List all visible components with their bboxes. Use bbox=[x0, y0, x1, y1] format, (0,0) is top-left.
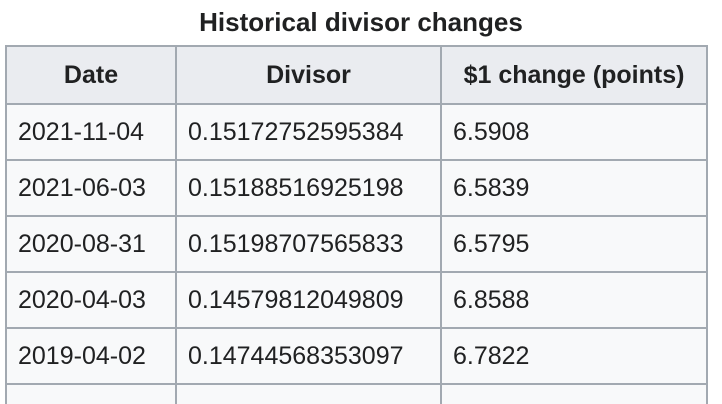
table-row: 2020-08-31 0.15198707565833 6.5795 bbox=[5, 215, 708, 273]
cell-empty bbox=[440, 383, 708, 404]
cell-divisor: 0.14744568353097 bbox=[175, 327, 442, 385]
table-row: 2021-11-04 0.15172752595384 6.5908 bbox=[5, 103, 708, 161]
header-date[interactable]: Date bbox=[5, 45, 177, 105]
cell-empty bbox=[5, 383, 177, 404]
table-caption: Historical divisor changes bbox=[199, 7, 523, 37]
cell-date: 2021-06-03 bbox=[5, 159, 177, 217]
cell-date: 2019-04-02 bbox=[5, 327, 177, 385]
cell-divisor: 0.15172752595384 bbox=[175, 103, 442, 161]
table-row: 2019-04-02 0.14744568353097 6.7822 bbox=[5, 327, 708, 385]
cell-change: 6.5908 bbox=[440, 103, 708, 161]
cell-date: 2020-04-03 bbox=[5, 271, 177, 329]
cell-divisor: 0.15198707565833 bbox=[175, 215, 442, 273]
cell-change: 6.7822 bbox=[440, 327, 708, 385]
cell-divisor: 0.14579812049809 bbox=[175, 271, 442, 329]
table-row-cut-off bbox=[5, 383, 708, 404]
cell-divisor: 0.15188516925198 bbox=[175, 159, 442, 217]
header-change[interactable]: $1 change (points) bbox=[440, 45, 708, 105]
header-row: Date Divisor $1 change (points) bbox=[5, 45, 708, 105]
cell-change: 6.8588 bbox=[440, 271, 708, 329]
divisor-table: Date Divisor $1 change (points) 2021-11-… bbox=[5, 45, 708, 404]
cell-empty bbox=[175, 383, 442, 404]
header-divisor[interactable]: Divisor bbox=[175, 45, 442, 105]
table-row: 2021-06-03 0.15188516925198 6.5839 bbox=[5, 159, 708, 217]
cell-date: 2020-08-31 bbox=[5, 215, 177, 273]
cell-date: 2021-11-04 bbox=[5, 103, 177, 161]
cell-change: 6.5839 bbox=[440, 159, 708, 217]
cell-change: 6.5795 bbox=[440, 215, 708, 273]
table-row: 2020-04-03 0.14579812049809 6.8588 bbox=[5, 271, 708, 329]
